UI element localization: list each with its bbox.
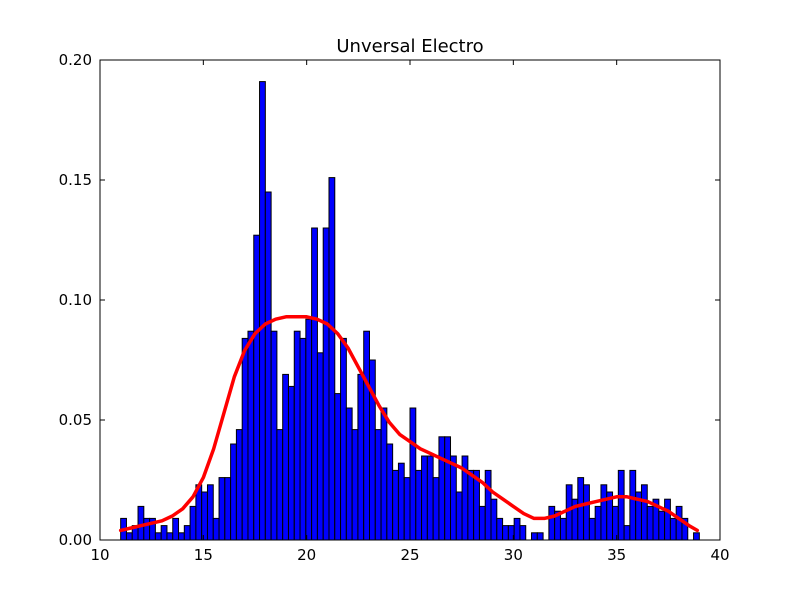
histogram-bar bbox=[444, 436, 452, 541]
x-tick-label: 30 bbox=[504, 546, 523, 564]
histogram-bar bbox=[154, 532, 162, 541]
histogram-bar bbox=[588, 517, 596, 541]
histogram-bar bbox=[421, 455, 428, 541]
histogram-bar bbox=[351, 429, 359, 541]
y-tick-label: 0.00 bbox=[59, 531, 92, 549]
histogram-bar bbox=[201, 491, 208, 541]
histogram-bar bbox=[316, 352, 324, 541]
histogram-bar bbox=[212, 517, 220, 541]
histogram-bar bbox=[328, 177, 336, 541]
x-tick-label: 10 bbox=[90, 546, 109, 564]
histogram-bar bbox=[374, 429, 382, 541]
histogram-bar bbox=[293, 330, 301, 541]
histogram-bar bbox=[559, 517, 567, 541]
histogram-bar bbox=[548, 505, 556, 541]
histogram-bar bbox=[640, 484, 648, 541]
histogram-bar bbox=[594, 505, 602, 541]
histogram-bar bbox=[241, 337, 249, 541]
histogram-bar bbox=[172, 517, 180, 541]
histogram-bar bbox=[450, 455, 457, 541]
histogram-bar bbox=[617, 469, 625, 541]
histogram-bar bbox=[305, 318, 313, 541]
histogram-bar bbox=[166, 532, 174, 541]
histogram-bar bbox=[484, 469, 492, 541]
histogram-bar bbox=[178, 532, 185, 541]
histogram-bar bbox=[455, 491, 463, 541]
chart-title: Unversal Electro bbox=[336, 36, 484, 57]
histogram-bar bbox=[438, 436, 446, 541]
histogram-bar bbox=[345, 407, 353, 541]
histogram-bar bbox=[531, 532, 538, 541]
histogram-bar bbox=[664, 498, 671, 541]
histogram-bar bbox=[612, 505, 619, 541]
histogram-bar bbox=[363, 330, 370, 541]
histogram-bar bbox=[224, 477, 232, 541]
histogram-bar bbox=[357, 373, 365, 541]
histogram-bar bbox=[264, 191, 272, 541]
histogram-bar bbox=[125, 532, 133, 541]
histogram-bar bbox=[299, 337, 307, 541]
histogram-bar bbox=[334, 393, 342, 541]
x-tick-label: 35 bbox=[607, 546, 626, 564]
y-tick-label: 0.20 bbox=[59, 51, 92, 69]
histogram-bar bbox=[490, 498, 498, 541]
histogram-bar bbox=[519, 525, 527, 541]
histogram-bar bbox=[675, 505, 683, 541]
histogram-bar bbox=[409, 407, 417, 541]
histogram-bar bbox=[160, 525, 168, 541]
histogram-bar bbox=[496, 517, 504, 541]
histogram-bar bbox=[583, 484, 590, 541]
histogram-bar bbox=[137, 505, 145, 541]
histogram-bar bbox=[218, 477, 226, 541]
histogram-bar bbox=[646, 505, 654, 541]
histogram-bar bbox=[247, 330, 255, 541]
y-tick-label: 0.15 bbox=[59, 171, 92, 189]
histogram-bar bbox=[502, 525, 509, 541]
kde-curve bbox=[118, 315, 700, 533]
histogram-bar bbox=[259, 81, 266, 541]
histogram-bar bbox=[669, 517, 677, 541]
histogram-bar bbox=[467, 469, 475, 541]
histogram-bar bbox=[230, 443, 237, 541]
histogram-bar bbox=[415, 469, 423, 541]
histogram-bar bbox=[189, 505, 197, 541]
histogram-bar bbox=[536, 532, 544, 541]
histogram-bar bbox=[577, 477, 585, 541]
histogram-bar bbox=[270, 330, 278, 541]
histogram-bar bbox=[235, 429, 243, 541]
histogram-bar bbox=[253, 234, 261, 541]
histogram-bar bbox=[426, 455, 434, 541]
histogram-bar bbox=[392, 469, 399, 541]
histogram-bar bbox=[143, 517, 151, 541]
histogram-bar bbox=[276, 429, 284, 541]
y-tick-label: 0.10 bbox=[59, 291, 92, 309]
histogram-bar bbox=[478, 505, 486, 541]
histogram-bar bbox=[282, 373, 289, 541]
histogram-bar bbox=[287, 385, 295, 541]
x-tick-label: 40 bbox=[710, 546, 729, 564]
histogram-bar bbox=[322, 227, 330, 541]
histogram-bar bbox=[380, 407, 388, 541]
histogram-bar bbox=[658, 510, 666, 541]
histogram-bar bbox=[513, 517, 521, 541]
y-tick-label: 0.05 bbox=[59, 411, 92, 429]
x-tick-label: 20 bbox=[297, 546, 316, 564]
x-tick-label: 25 bbox=[400, 546, 419, 564]
histogram-bar bbox=[629, 469, 637, 541]
histogram-bar bbox=[432, 477, 440, 541]
histogram-bar bbox=[206, 484, 214, 541]
histogram-bar bbox=[693, 532, 700, 541]
histogram-bar bbox=[340, 337, 347, 541]
histogram-bar bbox=[386, 443, 394, 541]
histogram-bar bbox=[183, 525, 191, 541]
x-tick-label: 15 bbox=[194, 546, 213, 564]
histogram-bar bbox=[623, 525, 631, 541]
histogram-bar bbox=[600, 484, 608, 541]
histogram-bar bbox=[403, 477, 411, 541]
histogram-bar bbox=[397, 462, 405, 541]
histogram-bar bbox=[565, 484, 573, 541]
histogram-bar bbox=[311, 227, 318, 541]
